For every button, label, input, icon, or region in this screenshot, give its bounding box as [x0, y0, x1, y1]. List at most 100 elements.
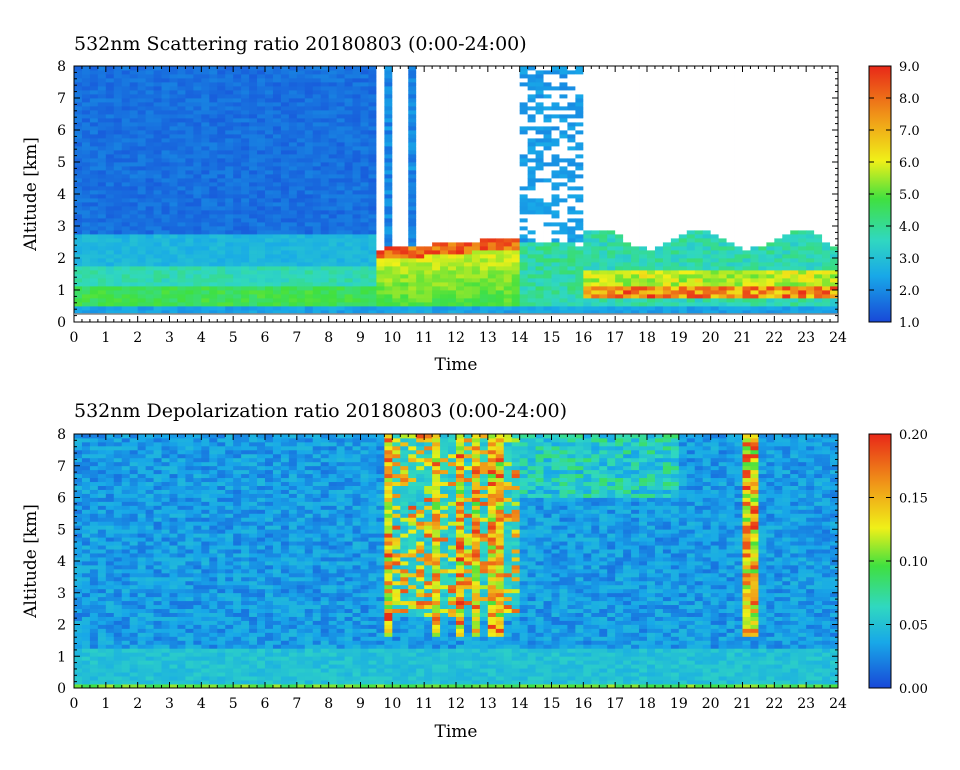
heatmap-cell	[471, 230, 481, 235]
heatmap-cell	[320, 150, 330, 155]
heatmap-cell	[487, 234, 497, 239]
heatmap-cell	[487, 290, 497, 295]
heatmap-cell	[384, 178, 393, 183]
heatmap-cell	[647, 174, 656, 179]
heatmap-cell	[193, 146, 202, 151]
heatmap-cell	[320, 170, 330, 175]
heatmap-cell	[448, 294, 457, 299]
heatmap-cell	[193, 298, 202, 303]
heatmap-cell	[424, 174, 433, 179]
heatmap-cell	[408, 226, 417, 231]
heatmap-cell	[575, 170, 584, 175]
heatmap-cell	[639, 78, 648, 83]
heatmap-cell	[81, 222, 91, 227]
heatmap-cell	[296, 102, 306, 107]
heatmap-cell	[241, 194, 250, 199]
heatmap-cell	[495, 254, 505, 259]
heatmap-cell	[129, 294, 139, 299]
heatmap-cell	[678, 202, 688, 207]
heatmap-cell	[678, 270, 688, 275]
heatmap-cell	[479, 186, 489, 191]
heatmap-cell	[169, 226, 178, 231]
heatmap-cell	[233, 98, 242, 103]
heatmap-cell	[631, 122, 640, 127]
heatmap-cell	[74, 266, 83, 271]
heatmap-cell	[448, 234, 457, 239]
heatmap-cell	[631, 194, 640, 199]
heatmap-cell	[623, 162, 632, 167]
heatmap-cell	[670, 174, 680, 179]
heatmap-cell	[328, 118, 338, 123]
heatmap-cell	[607, 158, 616, 163]
heatmap-cell	[265, 254, 274, 259]
heatmap-cell	[591, 278, 600, 283]
heatmap-cell	[249, 66, 258, 71]
heatmap-cell	[201, 162, 210, 167]
heatmap-cell	[432, 194, 441, 199]
heatmap-cell	[129, 178, 139, 183]
heatmap-cell	[241, 214, 250, 219]
heatmap-cell	[519, 198, 529, 203]
heatmap-cell	[456, 258, 465, 263]
heatmap-cell	[74, 246, 83, 251]
heatmap-cell	[463, 190, 473, 195]
heatmap-cell	[519, 154, 529, 159]
heatmap-cell	[424, 186, 433, 191]
heatmap-cell	[647, 182, 656, 187]
heatmap-cell	[662, 182, 672, 187]
heatmap-cell	[567, 90, 576, 95]
heatmap-cell	[304, 266, 314, 271]
heatmap-cell	[288, 194, 298, 199]
heatmap-cell	[74, 66, 83, 71]
heatmap-cell	[503, 234, 513, 239]
heatmap-cell	[344, 74, 353, 79]
heatmap-cell	[670, 134, 680, 139]
heatmap-cell	[543, 70, 552, 75]
heatmap-cell	[113, 230, 123, 235]
heatmap-cell	[296, 110, 306, 115]
heatmap-cell	[424, 130, 433, 135]
heatmap-cell	[153, 118, 162, 123]
heatmap-cell	[583, 258, 592, 263]
heatmap-cell	[272, 254, 282, 259]
heatmap-cell	[670, 194, 680, 199]
heatmap-cell	[686, 174, 696, 179]
heatmap-cell	[312, 258, 322, 263]
heatmap-cell	[113, 222, 123, 227]
heatmap-cell	[456, 230, 465, 235]
heatmap-cell	[654, 238, 664, 243]
heatmap-cell	[249, 282, 258, 287]
heatmap-cell	[209, 254, 218, 259]
heatmap-cell	[177, 290, 186, 295]
heatmap-cell	[304, 154, 314, 159]
heatmap-cell	[169, 294, 178, 299]
heatmap-cell	[543, 182, 552, 187]
heatmap-cell	[368, 142, 377, 147]
heatmap-cell	[137, 202, 147, 207]
heatmap-cell	[265, 158, 274, 163]
heatmap-cell	[408, 70, 417, 75]
heatmap-cell	[392, 234, 401, 239]
heatmap-cell	[304, 174, 314, 179]
heatmap-cell	[479, 162, 489, 167]
heatmap-cell	[432, 110, 441, 115]
heatmap-cell	[670, 154, 680, 159]
heatmap-cell	[280, 298, 290, 303]
heatmap-cell	[623, 306, 632, 311]
heatmap-cell	[631, 266, 640, 271]
heatmap-cell	[177, 198, 186, 203]
heatmap-cell	[495, 238, 505, 243]
heatmap-cell	[678, 318, 688, 322]
heatmap-cell	[312, 98, 322, 103]
heatmap-cell	[121, 74, 131, 79]
heatmap-cell	[89, 134, 99, 139]
heatmap-cell	[535, 114, 544, 119]
heatmap-cell	[74, 174, 83, 179]
heatmap-cell	[654, 306, 664, 311]
heatmap-cell	[352, 178, 361, 183]
heatmap-cell	[567, 298, 576, 303]
heatmap-cell	[575, 230, 584, 235]
heatmap-cell	[615, 130, 624, 135]
heatmap-cell	[559, 246, 568, 251]
heatmap-cell	[575, 274, 584, 279]
